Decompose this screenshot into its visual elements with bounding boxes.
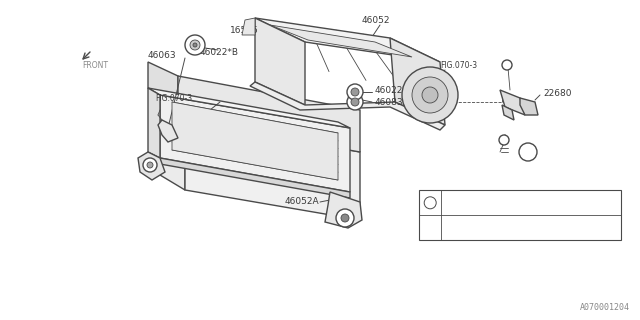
Text: Q510056(’06MY0601- ): Q510056(’06MY0601- ) <box>423 223 516 232</box>
Circle shape <box>424 197 436 209</box>
Polygon shape <box>138 152 165 180</box>
Circle shape <box>143 158 157 172</box>
Circle shape <box>341 214 349 222</box>
Text: 46022*A: 46022*A <box>375 85 414 94</box>
Polygon shape <box>160 158 350 198</box>
Circle shape <box>422 87 438 103</box>
Text: 46022*B: 46022*B <box>200 47 239 57</box>
Polygon shape <box>185 120 360 220</box>
Circle shape <box>499 135 509 145</box>
Circle shape <box>351 98 359 106</box>
Polygon shape <box>155 100 185 190</box>
Circle shape <box>402 67 458 123</box>
Polygon shape <box>148 88 350 128</box>
Polygon shape <box>155 100 360 152</box>
Circle shape <box>336 209 354 227</box>
Polygon shape <box>520 98 538 115</box>
Text: FIG.070-3: FIG.070-3 <box>440 60 477 69</box>
Circle shape <box>147 162 153 168</box>
Polygon shape <box>148 88 160 158</box>
Polygon shape <box>255 18 305 105</box>
Polygon shape <box>325 192 362 228</box>
Text: 16546: 16546 <box>230 26 259 35</box>
Polygon shape <box>255 18 440 62</box>
Text: 0435S  (-’06MY0512): 0435S (-’06MY0512) <box>445 198 533 207</box>
Text: 46083: 46083 <box>375 98 404 107</box>
Bar <box>419 190 621 240</box>
Text: 1: 1 <box>525 148 531 156</box>
Circle shape <box>347 84 363 100</box>
Text: FRONT: FRONT <box>82 60 108 69</box>
Circle shape <box>412 77 448 113</box>
Polygon shape <box>250 82 445 130</box>
Text: 46052A: 46052A <box>285 197 319 206</box>
Polygon shape <box>172 102 338 180</box>
Text: 46052: 46052 <box>362 15 390 25</box>
Circle shape <box>190 40 200 50</box>
Polygon shape <box>270 25 412 57</box>
Text: 46063: 46063 <box>148 51 177 60</box>
Circle shape <box>185 35 205 55</box>
Polygon shape <box>390 38 445 125</box>
Polygon shape <box>158 120 178 142</box>
Text: 1: 1 <box>428 200 433 206</box>
Circle shape <box>519 143 537 161</box>
Text: 22680: 22680 <box>543 89 572 98</box>
Text: A070001204: A070001204 <box>580 303 630 312</box>
Polygon shape <box>502 105 514 120</box>
Circle shape <box>502 60 512 70</box>
Polygon shape <box>242 18 255 35</box>
Circle shape <box>351 88 359 96</box>
Polygon shape <box>178 76 360 152</box>
Circle shape <box>193 43 197 47</box>
Circle shape <box>347 94 363 110</box>
Polygon shape <box>500 90 525 115</box>
Text: FIG.070-3: FIG.070-3 <box>155 93 192 102</box>
Polygon shape <box>160 95 350 192</box>
Polygon shape <box>148 62 178 100</box>
